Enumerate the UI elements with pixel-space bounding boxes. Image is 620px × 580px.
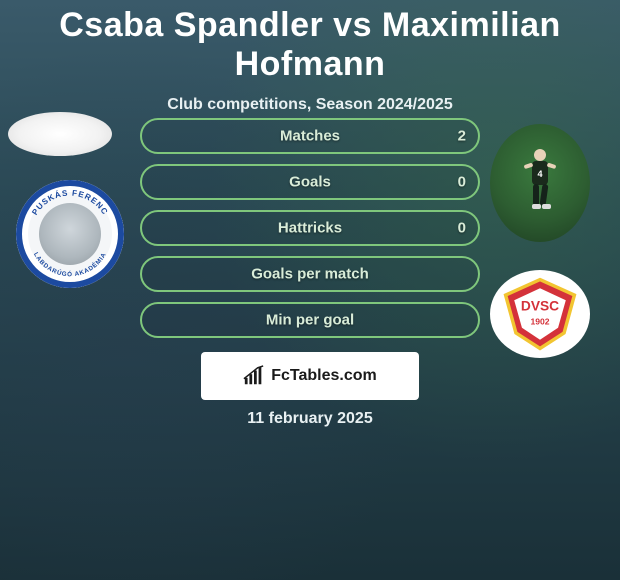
- stats-list: Matches 2 Goals 0 Hattricks 0 Goals per match M…: [140, 118, 480, 348]
- subtitle: Club competitions, Season 2024/2025: [0, 96, 620, 114]
- svg-text:LABDARÚGÓ AKADÉMIA: LABDARÚGÓ AKADÉMIA: [32, 251, 108, 278]
- stat-value: 2: [458, 128, 466, 145]
- stat-label: Goals: [289, 174, 331, 191]
- page-title: Csaba Spandler vs Maximilian Hofmann: [0, 0, 620, 84]
- dvsc-shield-icon: DVSC 1902: [497, 276, 583, 352]
- stat-value: 0: [458, 220, 466, 237]
- date-label: 11 february 2025: [247, 410, 372, 428]
- club-right-crest: DVSC 1902: [490, 270, 590, 358]
- branding-text: FcTables.com: [271, 367, 377, 385]
- stat-row: Hattricks 0: [140, 210, 480, 246]
- stat-label: Hattricks: [278, 220, 342, 237]
- stat-row: Goals 0: [140, 164, 480, 200]
- stat-label: Matches: [280, 128, 340, 145]
- infographic: Csaba Spandler vs Maximilian Hofmann Clu…: [0, 0, 620, 580]
- stat-row: Goals per match: [140, 256, 480, 292]
- svg-text:4: 4: [537, 169, 542, 179]
- club-left-ring-text: PUSKÁS FERENC LABDARÚGÓ AKADÉMIA: [22, 186, 118, 282]
- svg-text:PUSKÁS FERENC: PUSKÁS FERENC: [30, 189, 109, 217]
- stat-label: Goals per match: [251, 266, 369, 283]
- player-right-avatar: 4: [490, 124, 590, 242]
- stat-label: Min per goal: [266, 312, 354, 329]
- stat-row: Matches 2: [140, 118, 480, 154]
- club-right-year: 1902: [530, 316, 549, 326]
- stat-row: Min per goal: [140, 302, 480, 338]
- stat-value: 0: [458, 174, 466, 191]
- club-right-label: DVSC: [521, 299, 559, 314]
- branding-badge: FcTables.com: [201, 352, 419, 400]
- player-right-silhouette: 4: [518, 146, 562, 226]
- club-left-crest: PUSKÁS FERENC LABDARÚGÓ AKADÉMIA: [16, 180, 124, 288]
- bars-icon: [243, 365, 265, 387]
- player-left-avatar: [8, 112, 112, 156]
